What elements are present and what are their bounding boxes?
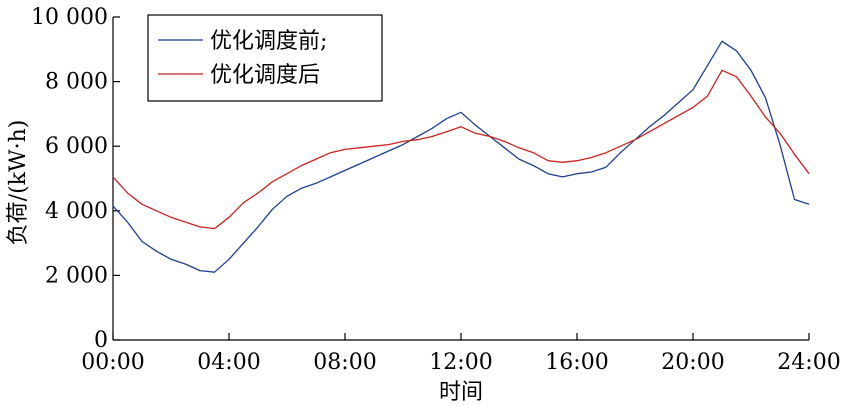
x-tick-label: 00:00	[81, 350, 144, 375]
y-tick-label: 6 000	[45, 134, 108, 159]
plot-area: 0 2 000 4 000 6 000 8 000 10 000 00:00 04:00 08…	[31, 5, 841, 375]
legend: 优化调度前; 优化调度后	[147, 14, 383, 102]
x-axis-ticks: 00:00 04:00 08:00 12:00 16:00 20:00 24:00	[81, 333, 841, 375]
y-tick-label: 4 000	[45, 199, 108, 224]
x-axis-title: 时间	[439, 380, 483, 405]
series-line-after	[112, 69, 810, 230]
legend-box	[147, 14, 383, 102]
x-tick-label: 20:00	[661, 350, 724, 375]
y-tick-label: 10 000	[31, 5, 108, 30]
y-axis-ticks: 0 2 000 4 000 6 000 8 000 10 000	[31, 5, 120, 353]
y-tick-label: 8 000	[45, 70, 108, 95]
legend-label-before: 优化调度前;	[210, 29, 327, 54]
series-lines	[112, 40, 810, 273]
y-tick-label: 0	[94, 328, 108, 353]
x-tick-label: 04:00	[197, 350, 260, 375]
legend-label-after: 优化调度后	[210, 63, 320, 88]
x-tick-label: 16:00	[545, 350, 608, 375]
series-line-before	[112, 40, 810, 273]
x-tick-label: 24:00	[777, 350, 840, 375]
x-tick-label: 08:00	[313, 350, 376, 375]
y-tick-label: 2 000	[45, 263, 108, 288]
y-axis-title: 负荷/(kW·h)	[6, 120, 31, 246]
x-tick-label: 12:00	[429, 350, 492, 375]
